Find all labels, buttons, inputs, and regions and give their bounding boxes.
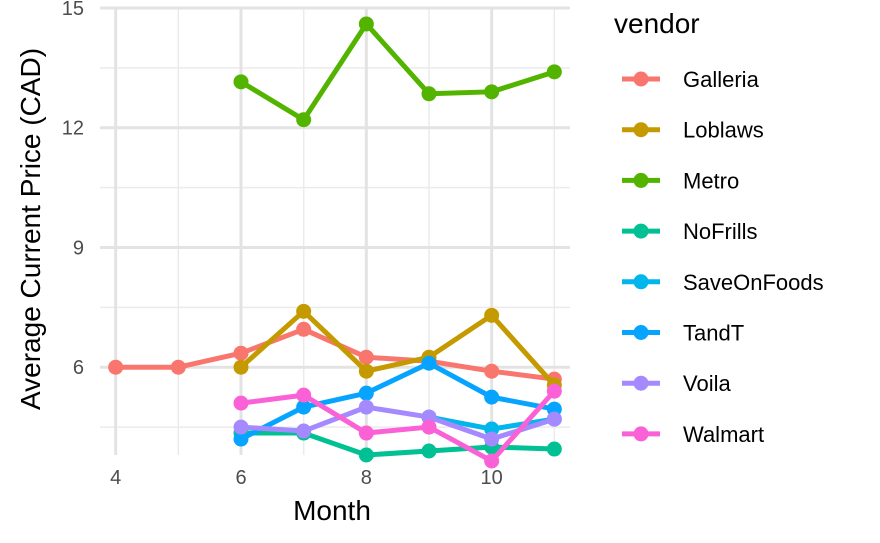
data-point — [233, 419, 249, 435]
legend-item-walmart: Walmart — [622, 422, 764, 447]
legend-label: TandT — [683, 321, 744, 346]
series-loblaws — [233, 303, 562, 393]
legend-item-metro: Metro — [622, 168, 739, 193]
legend-key-point — [633, 71, 649, 87]
y-tick-label: 6 — [73, 357, 84, 379]
data-point — [296, 399, 312, 415]
series-tandt — [233, 355, 562, 447]
series-line — [239, 360, 555, 442]
series-metro — [233, 16, 562, 128]
legend-key-point — [633, 223, 649, 239]
series-line — [240, 404, 556, 442]
data-point — [484, 431, 500, 447]
legend-label: NoFrills — [683, 219, 758, 244]
legend-label: SaveOnFoods — [683, 270, 824, 295]
legend-key-point — [633, 325, 649, 340]
y-axis-title: Average Current Price (CAD) — [15, 48, 46, 410]
series-line — [240, 389, 557, 464]
series-line — [239, 21, 556, 123]
x-tick-label: 10 — [481, 467, 503, 489]
data-point — [358, 385, 374, 401]
data-point — [546, 411, 562, 427]
data-point — [546, 383, 562, 399]
series-layer — [108, 16, 562, 469]
legend-label: Voila — [683, 371, 731, 396]
data-point — [108, 359, 124, 375]
data-point — [484, 84, 500, 100]
legend-label: Metro — [683, 168, 739, 193]
data-point — [358, 425, 374, 441]
legend-label: Loblaws — [683, 118, 764, 143]
legend-item-galleria: Galleria — [622, 67, 760, 92]
series-galleria — [108, 321, 562, 387]
legend-key-point — [633, 122, 649, 138]
data-point — [296, 387, 312, 403]
data-point — [484, 389, 500, 405]
data-point — [358, 363, 374, 379]
data-point — [484, 307, 500, 323]
data-point — [233, 395, 249, 411]
data-point — [358, 16, 374, 32]
data-point — [358, 447, 374, 463]
legend-item-saveonfoods: SaveOnFoods — [622, 270, 824, 295]
data-point — [233, 431, 249, 447]
data-point — [296, 112, 312, 128]
legend-item-nofrills: NoFrills — [622, 219, 758, 244]
legend-item-loblaws: Loblaws — [622, 118, 764, 143]
data-point — [546, 441, 562, 457]
legend-label: Galleria — [683, 67, 760, 92]
legend-label: Walmart — [683, 422, 764, 447]
x-tick-label: 8 — [361, 467, 372, 489]
legend-key-point — [633, 274, 649, 290]
data-point — [421, 86, 437, 102]
data-point — [358, 399, 374, 415]
data-point — [296, 423, 312, 439]
legend-item-voila: Voila — [622, 371, 731, 396]
legend-title: vendor — [614, 8, 700, 39]
legend-key-point — [633, 426, 649, 442]
x-tick-label: 6 — [235, 467, 246, 489]
data-point — [484, 453, 500, 469]
data-point — [421, 443, 437, 459]
series-line — [239, 308, 557, 387]
data-point — [233, 74, 249, 90]
tick-labels: 4 6 8 10 6 9 12 15 — [62, 0, 503, 489]
data-point — [484, 363, 500, 379]
series-walmart — [233, 383, 562, 469]
data-point — [358, 349, 374, 365]
x-tick-label: 4 — [110, 467, 121, 489]
data-point — [296, 303, 312, 319]
y-tick-label: 12 — [62, 118, 84, 140]
legend-item-tandt: TandT — [622, 321, 744, 346]
legend-key-point — [633, 172, 649, 188]
data-point — [421, 355, 437, 371]
data-point — [546, 64, 562, 80]
y-tick-label: 15 — [62, 0, 84, 20]
series-voila — [233, 399, 562, 447]
data-point — [233, 345, 249, 361]
data-point — [170, 359, 186, 375]
legend: Galleria Loblaws Metro NoFrills SaveOnFoods T… — [622, 67, 824, 447]
x-axis-title: Month — [293, 495, 371, 526]
data-point — [421, 419, 437, 435]
y-tick-label: 9 — [73, 237, 84, 259]
legend-key-point — [633, 375, 649, 391]
data-point — [233, 359, 249, 375]
data-point — [296, 321, 312, 337]
